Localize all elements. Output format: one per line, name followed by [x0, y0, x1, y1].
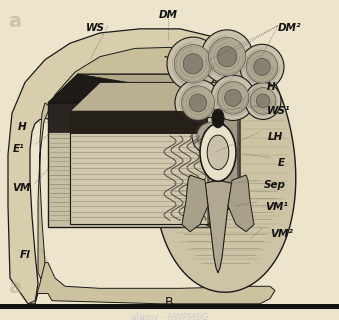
- Circle shape: [201, 30, 253, 84]
- Text: H: H: [18, 122, 27, 132]
- Text: DM²: DM²: [278, 23, 301, 33]
- Circle shape: [174, 44, 212, 83]
- Ellipse shape: [200, 124, 236, 181]
- Text: E: E: [278, 157, 285, 168]
- Polygon shape: [70, 111, 208, 225]
- Text: Fl: Fl: [20, 250, 31, 260]
- Polygon shape: [48, 103, 210, 132]
- FancyBboxPatch shape: [0, 304, 339, 320]
- Circle shape: [203, 129, 217, 143]
- Text: Sep: Sep: [264, 180, 286, 190]
- Circle shape: [189, 94, 207, 112]
- Polygon shape: [48, 103, 210, 227]
- Text: DM: DM: [159, 10, 178, 20]
- Text: VM²: VM²: [270, 228, 293, 239]
- Circle shape: [211, 75, 255, 121]
- Text: a: a: [8, 278, 21, 297]
- Polygon shape: [182, 175, 208, 232]
- Circle shape: [208, 37, 246, 76]
- Text: VM¹: VM¹: [265, 202, 288, 212]
- Polygon shape: [8, 29, 265, 304]
- Polygon shape: [70, 111, 208, 134]
- Text: a: a: [8, 12, 21, 31]
- Text: B: B: [165, 296, 174, 308]
- Polygon shape: [228, 175, 254, 232]
- Circle shape: [240, 44, 284, 90]
- Text: E¹: E¹: [13, 144, 25, 154]
- Circle shape: [181, 86, 215, 120]
- Ellipse shape: [207, 135, 229, 170]
- Text: WS: WS: [85, 23, 104, 33]
- Circle shape: [254, 58, 271, 76]
- Circle shape: [245, 82, 281, 119]
- Circle shape: [256, 94, 270, 108]
- Circle shape: [192, 117, 228, 155]
- Text: alamy - RWPM8G: alamy - RWPM8G: [131, 313, 208, 320]
- Polygon shape: [70, 82, 238, 111]
- Circle shape: [246, 51, 278, 83]
- Polygon shape: [28, 263, 275, 304]
- Polygon shape: [154, 41, 296, 292]
- Circle shape: [197, 123, 223, 149]
- Text: WS¹: WS¹: [267, 106, 291, 116]
- Polygon shape: [38, 47, 238, 293]
- Circle shape: [217, 46, 237, 67]
- Circle shape: [225, 89, 241, 107]
- Text: VM: VM: [12, 183, 31, 193]
- Polygon shape: [48, 74, 240, 132]
- Polygon shape: [210, 74, 240, 227]
- Circle shape: [175, 79, 221, 127]
- Polygon shape: [205, 180, 232, 273]
- Circle shape: [183, 54, 203, 74]
- Ellipse shape: [212, 109, 224, 128]
- Polygon shape: [48, 74, 240, 103]
- Circle shape: [217, 82, 249, 114]
- Polygon shape: [208, 82, 238, 225]
- Circle shape: [250, 88, 276, 114]
- Text: H: H: [267, 82, 276, 92]
- Text: LH: LH: [268, 132, 283, 142]
- Circle shape: [167, 37, 219, 91]
